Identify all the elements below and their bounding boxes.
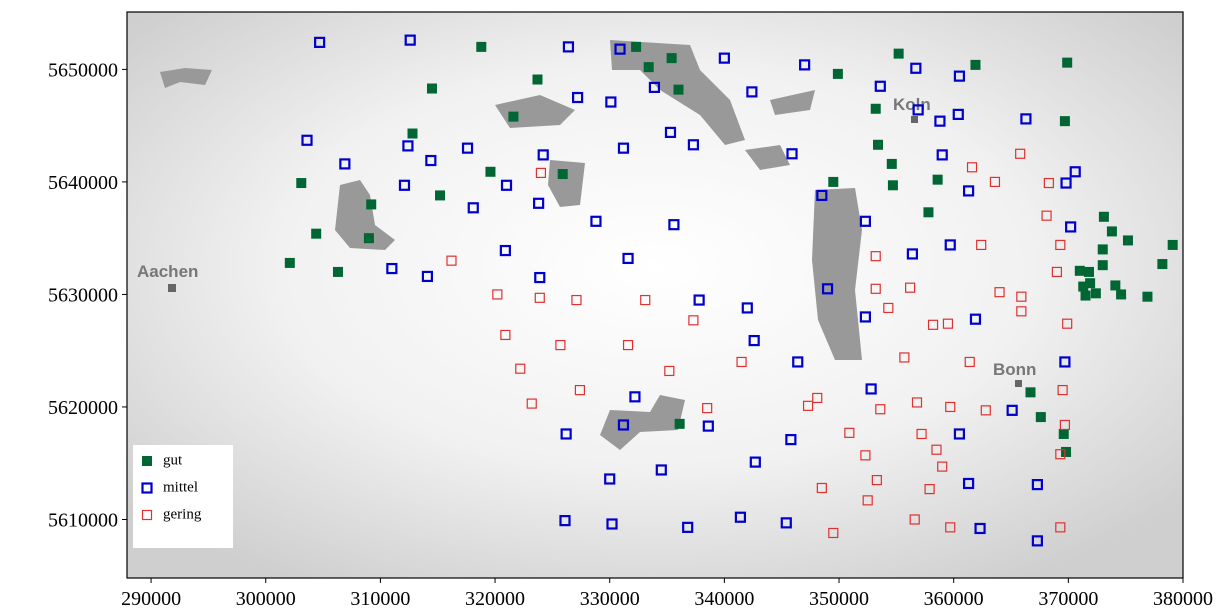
point [285, 258, 294, 267]
point [1091, 289, 1100, 298]
point [632, 42, 641, 51]
x-tick-label: 310000 [350, 588, 410, 609]
point [924, 208, 933, 217]
x-tick-label: 370000 [1038, 588, 1098, 609]
point [1098, 261, 1107, 270]
point [367, 200, 376, 209]
point [1081, 291, 1090, 300]
y-tick-label: 5650000 [48, 59, 118, 81]
point [364, 234, 373, 243]
legend: gut mittel gering [133, 445, 233, 548]
point [1111, 281, 1120, 290]
relief-background [127, 12, 1183, 578]
point [1098, 245, 1107, 254]
map-chart: Aachen Koln Bonn 290000 300000 310000 32000… [0, 0, 1228, 609]
point [674, 85, 683, 94]
point [1158, 260, 1167, 269]
point [408, 129, 417, 138]
point [644, 63, 653, 72]
point [1075, 266, 1084, 275]
x-tick-label: 340000 [694, 588, 754, 609]
point [1026, 388, 1035, 397]
point [558, 170, 567, 179]
y-tick-label: 5630000 [48, 284, 118, 306]
point [887, 159, 896, 168]
point [333, 267, 342, 276]
point [486, 167, 495, 176]
point [427, 84, 436, 93]
point [1107, 227, 1116, 236]
y-tick-label: 5640000 [48, 172, 118, 194]
point [1084, 267, 1093, 276]
x-tick-label: 320000 [465, 588, 525, 609]
point [1063, 58, 1072, 67]
point [533, 75, 542, 84]
x-tick-label: 300000 [236, 588, 296, 609]
point [1117, 290, 1126, 299]
point [436, 191, 445, 200]
x-tick-label: 360000 [924, 588, 984, 609]
point [888, 181, 897, 190]
point [1079, 282, 1088, 291]
point [874, 140, 883, 149]
point [1060, 117, 1069, 126]
point [1059, 429, 1068, 438]
x-tick-label: 380000 [1153, 588, 1213, 609]
legend-label: gut [163, 452, 183, 468]
point [1123, 236, 1132, 245]
legend-label: mittel [163, 479, 198, 495]
point [477, 42, 486, 51]
point [312, 229, 321, 238]
point [675, 419, 684, 428]
point [297, 179, 306, 188]
point [871, 104, 880, 113]
legend-label: gering [163, 506, 202, 522]
point [1143, 292, 1152, 301]
y-tick-label: 5610000 [48, 509, 118, 531]
point [1036, 413, 1045, 422]
city-label: Koln [893, 95, 931, 114]
city-label: Aachen [137, 262, 198, 281]
x-tick-label: 330000 [580, 588, 640, 609]
x-tick-label: 290000 [121, 588, 181, 609]
y-tick-label: 5620000 [48, 397, 118, 419]
point [833, 69, 842, 78]
point [894, 49, 903, 58]
point [509, 112, 518, 121]
point [1168, 240, 1177, 249]
city-label: Bonn [993, 360, 1036, 379]
point [829, 177, 838, 186]
point [933, 175, 942, 184]
x-tick-label: 350000 [809, 588, 869, 609]
point [1062, 447, 1071, 456]
legend-marker [143, 457, 152, 466]
point [1099, 212, 1108, 221]
point [971, 60, 980, 69]
point [667, 54, 676, 63]
